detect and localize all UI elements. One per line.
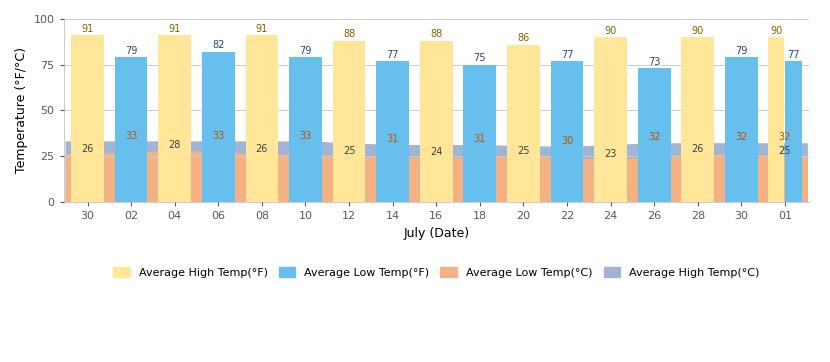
Bar xyxy=(115,58,148,202)
Text: 33: 33 xyxy=(125,131,137,141)
Text: 73: 73 xyxy=(648,57,661,67)
Text: 32: 32 xyxy=(648,132,661,143)
Text: 77: 77 xyxy=(387,50,399,60)
Text: 23: 23 xyxy=(604,150,617,159)
Text: 33: 33 xyxy=(300,131,311,141)
Text: 31: 31 xyxy=(387,134,398,144)
Text: 25: 25 xyxy=(779,146,791,156)
Text: 79: 79 xyxy=(125,46,137,56)
Bar xyxy=(246,35,278,202)
Bar xyxy=(333,41,365,202)
Text: 90: 90 xyxy=(770,26,783,36)
Bar xyxy=(550,61,583,202)
Text: 24: 24 xyxy=(430,147,442,157)
Text: 32: 32 xyxy=(779,132,791,143)
Text: 77: 77 xyxy=(788,50,800,60)
Text: 91: 91 xyxy=(168,24,181,34)
Text: 33: 33 xyxy=(212,131,224,141)
Bar xyxy=(202,52,235,202)
Text: 30: 30 xyxy=(561,136,574,146)
Text: 77: 77 xyxy=(561,50,574,60)
Text: 90: 90 xyxy=(604,26,617,36)
Bar xyxy=(507,45,540,202)
Text: 75: 75 xyxy=(474,53,486,63)
Text: 26: 26 xyxy=(81,144,94,154)
Bar xyxy=(681,37,714,202)
Text: 26: 26 xyxy=(691,144,704,154)
Text: 26: 26 xyxy=(256,144,268,154)
Y-axis label: Temperature (°F/°C): Temperature (°F/°C) xyxy=(15,47,28,173)
Bar xyxy=(594,37,627,202)
Bar xyxy=(463,65,496,202)
Bar xyxy=(71,35,104,202)
Bar xyxy=(420,41,452,202)
Text: 90: 90 xyxy=(691,26,704,36)
Text: 88: 88 xyxy=(343,29,355,39)
Text: 79: 79 xyxy=(300,46,312,56)
Text: 28: 28 xyxy=(168,140,181,150)
Text: 79: 79 xyxy=(735,46,748,56)
Text: 31: 31 xyxy=(474,134,486,144)
Bar xyxy=(725,58,758,202)
Bar xyxy=(768,37,784,202)
Bar xyxy=(159,35,191,202)
Bar xyxy=(289,58,322,202)
Text: 91: 91 xyxy=(81,24,94,34)
Text: 91: 91 xyxy=(256,24,268,34)
Legend: Average High Temp(°F), Average Low Temp(°F), Average Low Temp(°C), Average High : Average High Temp(°F), Average Low Temp(… xyxy=(109,262,764,282)
Bar xyxy=(637,68,671,202)
Text: 86: 86 xyxy=(517,33,530,43)
Bar xyxy=(376,61,409,202)
Text: 82: 82 xyxy=(212,41,224,50)
Bar xyxy=(785,61,802,202)
X-axis label: July (Date): July (Date) xyxy=(403,227,469,240)
Text: 25: 25 xyxy=(517,146,530,156)
Text: 25: 25 xyxy=(343,146,355,156)
Text: 32: 32 xyxy=(735,132,748,143)
Text: 88: 88 xyxy=(430,29,442,39)
